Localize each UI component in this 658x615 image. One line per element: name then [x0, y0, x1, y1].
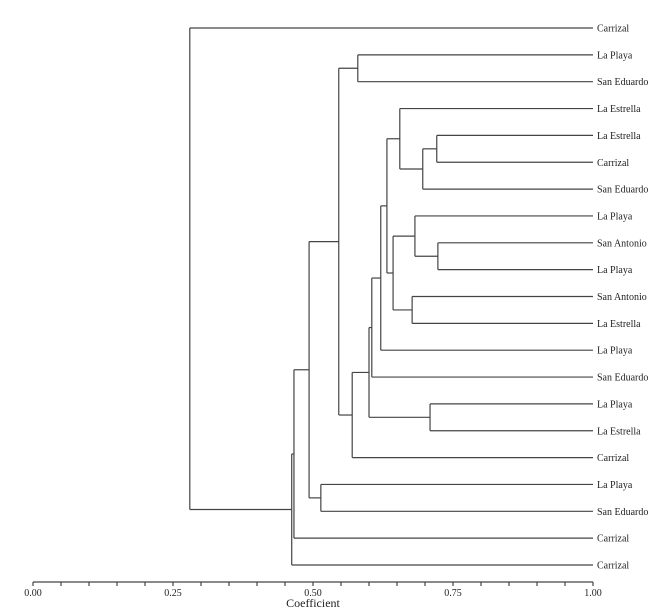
x-axis-title: Coefficient	[286, 596, 340, 610]
leaf-label: Carrizal	[597, 453, 629, 464]
leaf-label: San Eduardo	[597, 77, 648, 88]
leaf-label: La Playa	[597, 265, 633, 276]
leaf-label: La Playa	[597, 480, 633, 491]
leaf-label: La Playa	[597, 346, 633, 357]
leaf-label: Carrizal	[597, 534, 629, 545]
leaf-label: San Antonio	[597, 238, 647, 249]
leaf-label: La Estrella	[597, 319, 641, 330]
leaf-label: San Eduardo	[597, 373, 648, 384]
x-tick-label: 0.75	[444, 588, 462, 599]
leaf-label: San Eduardo	[597, 507, 648, 518]
x-tick-label: 0.00	[24, 588, 42, 599]
leaf-label: La Estrella	[597, 131, 641, 142]
leaf-label: La Playa	[597, 50, 633, 61]
leaf-label: Carrizal	[597, 24, 629, 35]
leaf-label: San Antonio	[597, 292, 647, 303]
leaf-label: San Eduardo	[597, 185, 648, 196]
x-tick-label: 1.00	[584, 588, 602, 599]
leaf-label: Carrizal	[597, 158, 629, 169]
x-tick-label: 0.25	[164, 588, 182, 599]
leaf-label: La Estrella	[597, 104, 641, 115]
leaf-label: Carrizal	[597, 561, 629, 572]
leaf-label: La Estrella	[597, 426, 641, 437]
x-tick-label: 0.50	[304, 588, 322, 599]
leaf-label: La Playa	[597, 211, 633, 222]
leaf-label: La Playa	[597, 399, 633, 410]
